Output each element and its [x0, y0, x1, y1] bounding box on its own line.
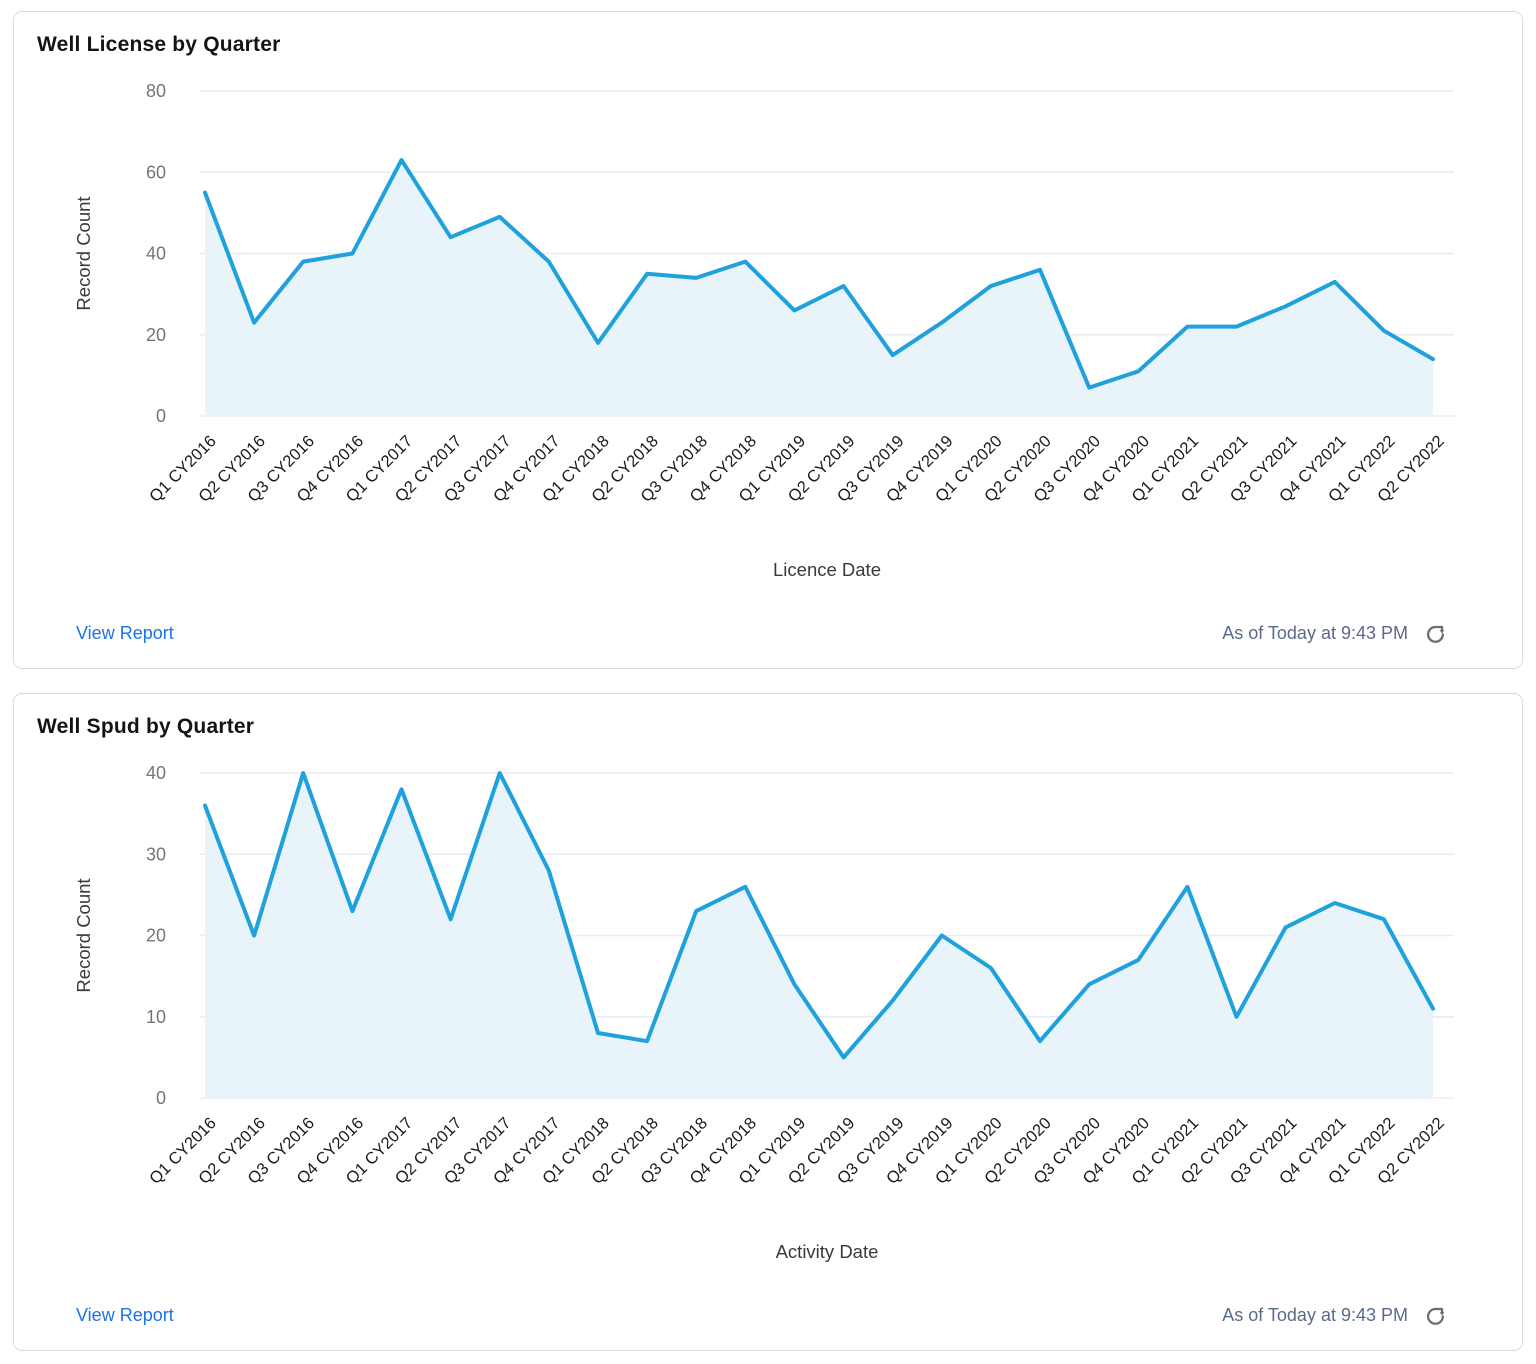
y-axis-title: Record Count: [73, 878, 94, 992]
chart-title: Well License by Quarter: [37, 33, 281, 56]
y-axis-title: Record Count: [73, 196, 94, 310]
data-line: [203, 771, 1435, 1060]
area-fill: [205, 160, 1433, 416]
y-tick-label: 20: [146, 926, 166, 946]
data-line: [203, 158, 1435, 390]
as-of-timestamp: As of Today at 9:43 PM: [1222, 622, 1408, 643]
chart-card-well-license: Well License by Quarter 0 20 40 60 80 Q1 CY20…: [13, 11, 1523, 669]
as-of-timestamp: As of Today at 9:43 PM: [1222, 1304, 1408, 1325]
y-tick-label: 60: [146, 162, 166, 182]
y-tick-label: 10: [146, 1007, 166, 1027]
chart-title: Well Spud by Quarter: [37, 715, 255, 738]
card-footer: View Report As of Today at 9:43 PM: [14, 1276, 1522, 1328]
area-fill: [205, 773, 1433, 1098]
y-tick-label: 20: [146, 325, 166, 345]
view-report-link[interactable]: View Report: [76, 622, 174, 643]
y-tick-label: 0: [156, 1088, 166, 1108]
y-tick-label: 0: [156, 406, 166, 426]
y-tick-label: 40: [146, 763, 166, 783]
refresh-icon[interactable]: [1422, 620, 1448, 646]
x-axis-title: Licence Date: [773, 559, 881, 580]
y-tick-label: 80: [146, 81, 166, 101]
refresh-icon[interactable]: [1422, 1302, 1448, 1328]
y-tick-label: 30: [146, 844, 166, 864]
y-tick-label: 40: [146, 244, 166, 264]
as-of-container: As of Today at 9:43 PM: [1222, 1302, 1448, 1328]
as-of-container: As of Today at 9:43 PM: [1222, 620, 1448, 646]
x-axis-title: Activity Date: [776, 1241, 879, 1262]
view-report-link[interactable]: View Report: [76, 1304, 174, 1325]
card-footer: View Report As of Today at 9:43 PM: [14, 594, 1522, 646]
chart-card-well-spud: Well Spud by Quarter 0 10 20 30 40 Q1 CY2016 Q…: [13, 693, 1523, 1351]
